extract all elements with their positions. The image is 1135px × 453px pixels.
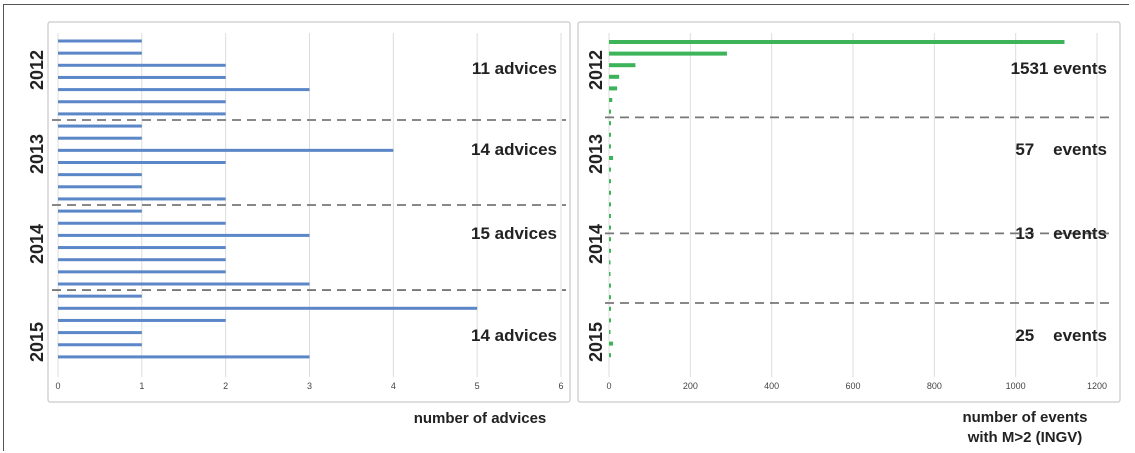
left-bar [58,197,226,201]
right-bar [609,190,611,195]
left-bar [58,148,394,152]
left-group-annotation: 11 advices [472,59,557,78]
left-tick-label: 3 [307,381,312,391]
left-year-label: 2015 [27,322,47,362]
right-bar [609,318,611,323]
right-bar [609,98,613,102]
left-bar [58,39,142,43]
right-group-annotation: 13 events [1015,224,1107,243]
right-bar [609,341,614,346]
left-tick-label: 1 [139,381,144,391]
left-bar [58,258,226,262]
right-bar [609,109,612,114]
left-bar [58,161,226,164]
right-bar [609,272,611,276]
left-group-annotation: 14 advices [471,140,557,159]
left-bar [58,355,310,359]
right-year-label: 2014 [586,224,606,264]
left-bar [58,173,142,177]
right-tick-label: 1000 [1006,381,1026,391]
left-x-axis-title-text: number of advices [413,410,547,427]
left-year-label: 2012 [27,50,47,90]
right-bar [609,40,1065,44]
right-bar [609,330,611,334]
left-bar [58,233,310,237]
left-bar [58,343,142,347]
left-bar [58,124,142,128]
right-tick-label: 1200 [1087,381,1107,391]
right-bar [609,306,611,311]
right-bar [609,260,611,265]
right-bar [609,74,620,79]
left-year-label: 2013 [27,134,47,174]
right-year-label: 2012 [586,50,606,90]
right-x-axis-title-line2: with M>2 (INGV) [967,429,1083,446]
right-bar [609,248,611,253]
left-bar [58,221,226,225]
right-bar [609,144,611,149]
left-bar [58,100,226,104]
left-bar [58,209,142,213]
right-tick-label: 600 [845,381,860,391]
left-group-annotation: 14 advices [471,326,557,345]
left-bar [58,185,142,189]
left-tick-label: 0 [55,381,60,391]
left-bar [58,112,226,116]
right-tick-label: 400 [764,381,779,391]
left-bar [58,294,142,298]
right-bar [609,63,636,68]
right-bar [609,202,611,207]
right-bar [609,225,611,230]
left-tick-label: 4 [391,381,396,391]
right-bar [609,121,611,126]
left-bar [58,63,226,67]
right-year-label: 2015 [586,322,606,362]
left-bar [58,136,142,140]
right-group-annotation: 57 events [1015,140,1107,159]
left-bar [58,246,226,250]
left-tick-label: 6 [558,381,563,391]
left-bar [58,331,142,335]
right-bar [609,353,611,358]
left-bar [58,88,310,92]
right-tick-label: 0 [606,381,611,391]
right-group-annotation: 25 events [1015,326,1107,345]
right-bar [609,214,611,218]
right-bar [609,156,614,160]
left-bar [58,282,310,286]
right-bar [609,132,611,137]
right-year-label: 2013 [586,134,606,174]
left-x-axis-title: number of advices [390,410,570,427]
right-bar [609,295,611,300]
right-group-annotation: 1531 events [1011,59,1107,78]
right-bar [609,237,611,242]
left-bar [58,318,226,322]
left-year-label: 2014 [27,224,47,264]
right-bar [609,167,611,172]
left-group-annotation: 15 advices [471,224,557,243]
left-bar [58,306,478,310]
right-x-axis-title-line1: number of events [962,409,1088,426]
right-bar [609,283,611,288]
left-bar [58,75,226,79]
right-bar [609,179,611,184]
right-bar [609,86,618,91]
right-x-axis-title: number of events with M>2 (INGV) [930,408,1120,448]
left-tick-label: 2 [223,381,228,391]
figure-frame [3,4,1129,451]
left-bar [58,270,226,274]
right-bar [609,51,727,56]
right-tick-label: 800 [927,381,942,391]
right-tick-label: 200 [683,381,698,391]
left-bar [58,51,142,55]
left-tick-label: 5 [475,381,480,391]
right-plot-area [577,21,1121,403]
